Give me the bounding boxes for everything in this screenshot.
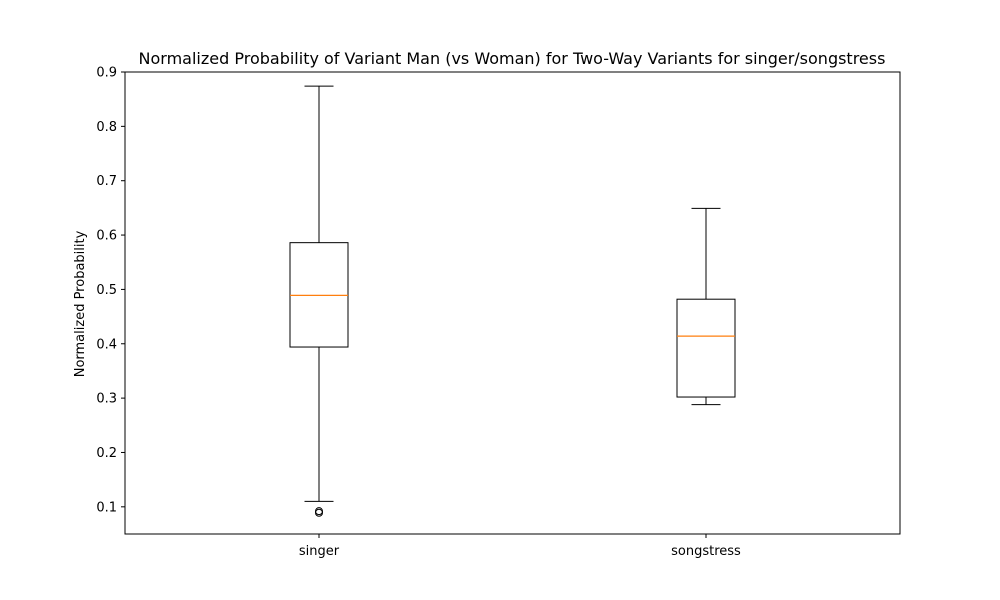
y-tick-label: 0.5	[96, 283, 117, 298]
y-tick-label: 0.3	[96, 392, 117, 407]
y-tick-label: 0.4	[96, 337, 117, 352]
y-axis: 0.1 0.2 0.3 0.4 0.5 0.6 0.7 0.8 0.9	[96, 66, 125, 515]
x-tick-label: singer	[299, 544, 340, 559]
chart-title: Normalized Probability of Variant Man (v…	[139, 49, 886, 68]
box-singer	[289, 85, 349, 517]
y-tick-label: 0.7	[96, 174, 117, 189]
outlier-point	[315, 507, 323, 516]
box-songstress	[676, 207, 736, 406]
y-tick-label: 0.2	[96, 446, 117, 461]
iqr-box	[676, 298, 736, 398]
y-tick-label: 0.1	[96, 500, 117, 515]
outlier-point	[315, 508, 323, 517]
x-axis: singer songstress	[299, 534, 741, 559]
plot-area-frame	[124, 71, 901, 535]
y-axis-label: Normalized Probability	[73, 230, 88, 377]
box-series	[289, 85, 736, 517]
y-tick-label: 0.8	[96, 120, 117, 135]
x-tick-label: songstress	[671, 544, 741, 559]
y-tick-label: 0.9	[96, 66, 117, 81]
y-tick-label: 0.6	[96, 229, 117, 244]
